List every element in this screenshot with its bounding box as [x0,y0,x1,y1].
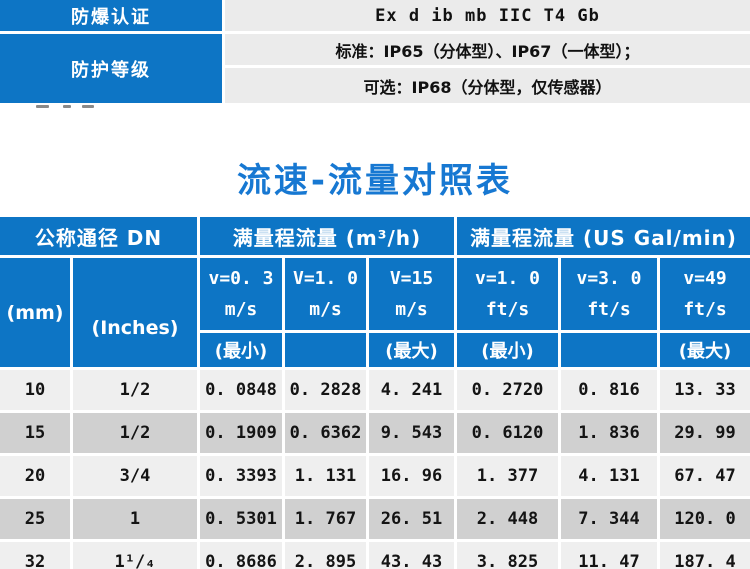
cell-value: 0. 2720 [457,370,558,410]
cell-value: 29. 99 [660,413,750,453]
cell-value: 1. 377 [457,456,558,496]
col-header-inches: (Inches) [73,258,197,367]
col-header-blank [561,333,657,367]
cell-value: 26. 51 [369,499,454,539]
cell-dn: 25 [0,499,70,539]
cell-dn: 32 [0,542,70,569]
cell-value: 0. 0848 [200,370,282,410]
remnant-mark [63,105,71,108]
cell-value: 16. 96 [369,456,454,496]
cell-value: 7. 344 [561,499,657,539]
velocity-unit: ft/s [683,299,727,320]
spec-row-protection-rating-label: 防护等级 [0,34,222,103]
remnant-mark [82,105,94,108]
col-header-v03ms: v=0. 3 m/s [200,258,282,330]
col-header-v15ms: V=15 m/s [369,258,454,330]
velocity-unit: m/s [224,299,258,320]
cropped-text-remnant [0,103,750,113]
cell-value: 0. 2828 [285,370,366,410]
cell-dn: 15 [0,413,70,453]
col-group-full-scale-flow-m3h: 满量程流量 (m³/h) [200,217,454,255]
cell-dn: 10 [0,370,70,410]
cell-inches: 1 [73,499,197,539]
velocity-unit: m/s [395,299,428,320]
cell-value: 0. 1909 [200,413,282,453]
velocity-value: v=1. 0 [474,268,541,289]
flow-comparison-table: 公称通径 DN 满量程流量 (m³/h) 满量程流量 (US Gal/min) … [0,217,750,569]
col-header-max-m3h: (最大) [369,333,454,367]
cell-value: 4. 241 [369,370,454,410]
col-header-mm: (mm) [0,258,70,367]
cell-inches: 3/4 [73,456,197,496]
col-header-min-usgal: (最小) [457,333,558,367]
page-title: 流速-流量对照表 [236,161,514,201]
cell-value: 2. 895 [285,542,366,569]
cell-value: 1. 131 [285,456,366,496]
col-header-v10fts: v=1. 0 ft/s [457,258,558,330]
velocity-value: V=15 [389,268,434,289]
cell-value: 0. 8686 [200,542,282,569]
velocity-value: V=1. 0 [292,268,359,289]
velocity-value: v=3. 0 [576,268,642,289]
cell-value: 0. 6120 [457,413,558,453]
velocity-unit: ft/s [485,299,530,320]
remnant-mark [36,105,49,108]
col-group-nominal-diameter: 公称通径 DN [0,217,197,255]
cell-value: 9. 543 [369,413,454,453]
cell-value: 1. 836 [561,413,657,453]
velocity-value: v=49 [683,268,727,289]
cell-value: 0. 6362 [285,413,366,453]
col-header-v10ms: V=1. 0 m/s [285,258,366,330]
velocity-value: v=0. 3 [208,268,274,289]
cell-value: 11. 47 [561,542,657,569]
cell-value: 120. 0 [660,499,750,539]
spec-row-explosion-proof-value: Ex d ib mb IIC T4 Gb [225,0,750,31]
cell-value: 0. 3393 [200,456,282,496]
cell-inches: 1/2 [73,370,197,410]
cell-value: 0. 5301 [200,499,282,539]
cell-value: 67. 47 [660,456,750,496]
cell-value: 43. 43 [369,542,454,569]
col-header-max-usgal: (最大) [660,333,750,367]
col-header-min-m3h: (最小) [200,333,282,367]
cell-value: 13. 33 [660,370,750,410]
velocity-unit: ft/s [587,299,631,320]
cell-dn: 20 [0,456,70,496]
cell-inches: 1/2 [73,413,197,453]
cell-value: 3. 825 [457,542,558,569]
col-header-v49fts: v=49 ft/s [660,258,750,330]
cell-value: 0. 816 [561,370,657,410]
col-header-blank [285,333,366,367]
col-group-full-scale-flow-usgal: 满量程流量 (US Gal/min) [457,217,750,255]
spec-protection-standard-value: 标准：IP65（分体型）、IP67（一体型）； [225,34,750,65]
col-header-v30fts: v=3. 0 ft/s [561,258,657,330]
spec-table: 防爆认证 Ex d ib mb IIC T4 Gb 防护等级 标准：IP65（分… [0,0,750,103]
cell-inches: 1¹/₄ [73,542,197,569]
cell-value: 2. 448 [457,499,558,539]
spec-row-explosion-proof-label: 防爆认证 [0,0,222,31]
cell-value: 4. 131 [561,456,657,496]
cell-value: 1. 767 [285,499,366,539]
velocity-unit: m/s [309,299,342,320]
cell-value: 187. 4 [660,542,750,569]
spec-protection-optional-value: 可选：IP68（分体型，仅传感器） [225,68,750,103]
